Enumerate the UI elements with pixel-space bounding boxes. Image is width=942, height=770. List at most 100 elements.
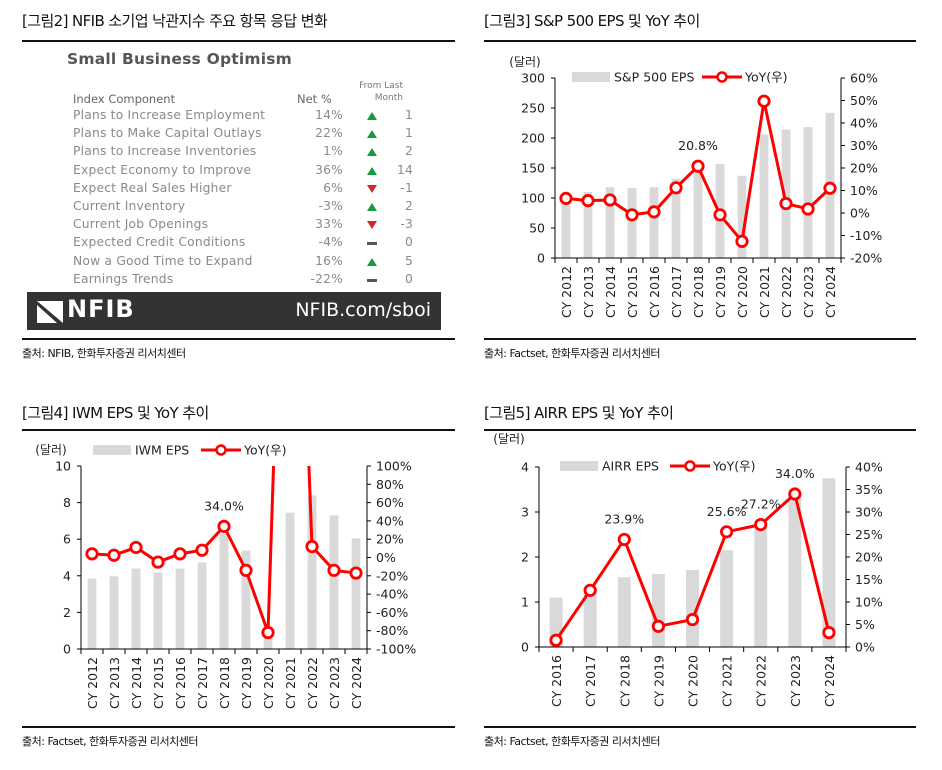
eps-bar bbox=[822, 478, 836, 647]
nfib-row-net: 16% bbox=[315, 253, 343, 268]
eps-bar bbox=[175, 568, 185, 649]
figure3-top-rule bbox=[484, 40, 916, 42]
nfib-logo-text: NFIB bbox=[67, 295, 135, 323]
triangle-up-icon bbox=[367, 203, 377, 213]
eps-bar bbox=[627, 187, 637, 258]
figure3-panel: [그림3] S&P 500 EPS 및 YoY 추이 (달러) 0 50 100 150… bbox=[470, 0, 942, 380]
eps-bar bbox=[583, 192, 593, 258]
iwm-chart: (달러) 0 2 4 6 8 10 -100% -80% -60% -40% -20% 0% 20% 40%… bbox=[35, 443, 416, 709]
yoy-marker bbox=[647, 205, 661, 219]
nfib-row: Current Job Openings 33% -3 bbox=[73, 217, 413, 235]
yoy-marker bbox=[305, 539, 319, 554]
right-axis-tick-label: 50% bbox=[850, 93, 878, 108]
left-axis-tick-label: 100 bbox=[521, 191, 545, 206]
yoy-marker bbox=[107, 548, 121, 562]
x-axis-category-label: CY 2013 bbox=[581, 266, 596, 318]
legend-bar-label: IWM EPS bbox=[135, 443, 189, 458]
nfib-row-change: 2 bbox=[404, 199, 413, 213]
nfib-row: Plans to Increase Inventories 1% 2 bbox=[73, 144, 413, 162]
data-label: 34.0% bbox=[204, 498, 244, 513]
right-axis-tick-label: 60% bbox=[376, 495, 404, 510]
yoy-marker bbox=[173, 547, 187, 561]
nfib-row: Expected Credit Conditions -4% 0 bbox=[73, 235, 413, 253]
figure3-source: 출처: Factset, 한화투자증권 리서치센터 bbox=[484, 347, 660, 360]
yoy-marker bbox=[713, 208, 727, 222]
nfib-row-net: -22% bbox=[310, 271, 343, 286]
right-axis-tick-label: 15% bbox=[855, 572, 883, 587]
triangle-up-icon bbox=[367, 148, 377, 158]
nfib-row: Expect Economy to Improve 36% 14 bbox=[73, 163, 413, 181]
nfib-header-change-line2: Month bbox=[374, 93, 403, 103]
yoy-marker bbox=[823, 181, 837, 195]
x-axis-category-label: CY 2014 bbox=[129, 657, 144, 709]
x-axis-category-label: CY 2022 bbox=[305, 657, 320, 709]
legend-bar-swatch bbox=[560, 461, 598, 471]
eps-bar bbox=[671, 178, 681, 258]
yoy-marker bbox=[129, 540, 143, 555]
yoy-marker bbox=[559, 191, 573, 205]
legend-bar-label: AIRR EPS bbox=[602, 459, 659, 474]
nfib-row-change: 5 bbox=[404, 253, 413, 268]
right-axis-tick-label: -100% bbox=[376, 642, 416, 657]
data-label: 27.2% bbox=[741, 497, 781, 512]
eps-bar bbox=[649, 187, 659, 258]
left-axis-tick-label: 10 bbox=[55, 459, 71, 474]
nfib-row-net: 14% bbox=[315, 108, 343, 122]
eps-bar bbox=[737, 175, 747, 258]
x-axis-category-label: CY 2017 bbox=[583, 655, 598, 707]
left-axis-tick-label: 1 bbox=[521, 595, 529, 610]
nfib-table: Small Business Optimism Index Component … bbox=[27, 44, 457, 334]
eps-bar bbox=[686, 570, 699, 647]
right-axis-tick-label: 20% bbox=[376, 532, 404, 547]
legend-bar-swatch bbox=[93, 445, 131, 455]
nfib-row: Earnings Trends -22% 0 bbox=[73, 272, 413, 290]
yoy-marker bbox=[151, 555, 165, 569]
nfib-table-title: Small Business Optimism bbox=[67, 50, 293, 68]
yoy-marker bbox=[261, 625, 275, 640]
right-axis-tick-label: 0% bbox=[850, 206, 870, 221]
x-axis-category-label: CY 2012 bbox=[559, 266, 574, 318]
nfib-row-change: 2 bbox=[404, 144, 413, 159]
x-axis-category-label: CY 2019 bbox=[713, 266, 728, 318]
x-axis-category-label: CY 2016 bbox=[173, 657, 188, 709]
yoy-marker bbox=[735, 234, 749, 248]
nfib-row: Plans to Make Capital Outlays 22% 1 bbox=[73, 126, 413, 144]
yoy-marker bbox=[625, 208, 639, 222]
x-axis-category-label: CY 2016 bbox=[647, 266, 662, 318]
yoy-marker bbox=[195, 543, 209, 557]
yoy-marker bbox=[603, 193, 617, 207]
yoy-marker bbox=[788, 487, 802, 501]
yoy-marker bbox=[822, 626, 836, 640]
eps-bar bbox=[219, 533, 229, 649]
right-axis-tick-label: 10% bbox=[855, 595, 883, 610]
figure5-title: [그림5] AIRR EPS 및 YoY 추이 bbox=[484, 404, 674, 422]
right-axis-tick-label: 5% bbox=[855, 617, 875, 632]
x-axis-category-label: CY 2012 bbox=[85, 657, 100, 709]
yoy-marker bbox=[239, 563, 253, 577]
nfib-row-label: Earnings Trends bbox=[73, 271, 174, 286]
left-axis-tick-label: 150 bbox=[521, 161, 545, 176]
nfib-row-label: Current Inventory bbox=[73, 199, 186, 213]
left-axis-tick-label: 4 bbox=[521, 460, 529, 475]
x-axis-category-label: CY 2015 bbox=[151, 657, 166, 709]
eps-bar bbox=[109, 576, 119, 649]
nfib-row-change: 14 bbox=[396, 162, 413, 177]
yoy-marker bbox=[757, 94, 771, 108]
left-axis-tick-label: 6 bbox=[63, 532, 71, 547]
data-label: 34.0% bbox=[775, 466, 815, 481]
eps-bar bbox=[720, 550, 734, 647]
nfib-row-net: -4% bbox=[318, 235, 343, 250]
x-axis-category-label: CY 2016 bbox=[549, 655, 564, 707]
right-axis-tick-label: 60% bbox=[850, 71, 878, 86]
right-axis-tick-label: -20% bbox=[850, 251, 882, 266]
nfib-row-change: 0 bbox=[404, 235, 413, 250]
x-axis-category-label: CY 2020 bbox=[735, 266, 750, 318]
nfib-row-net: 22% bbox=[315, 126, 343, 141]
x-axis-category-label: CY 2017 bbox=[669, 266, 684, 318]
legend-line-marker bbox=[215, 444, 227, 456]
right-axis-tick-label: -80% bbox=[376, 623, 408, 638]
yoy-marker bbox=[754, 518, 768, 532]
eps-bar bbox=[693, 162, 703, 258]
x-axis-category-label: CY 2017 bbox=[195, 657, 210, 709]
nfib-row-label: Current Job Openings bbox=[73, 217, 209, 232]
